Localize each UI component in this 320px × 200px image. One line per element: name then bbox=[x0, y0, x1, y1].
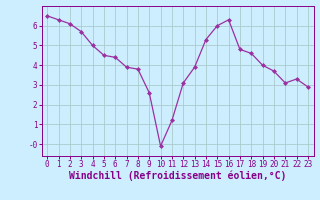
X-axis label: Windchill (Refroidissement éolien,°C): Windchill (Refroidissement éolien,°C) bbox=[69, 171, 286, 181]
